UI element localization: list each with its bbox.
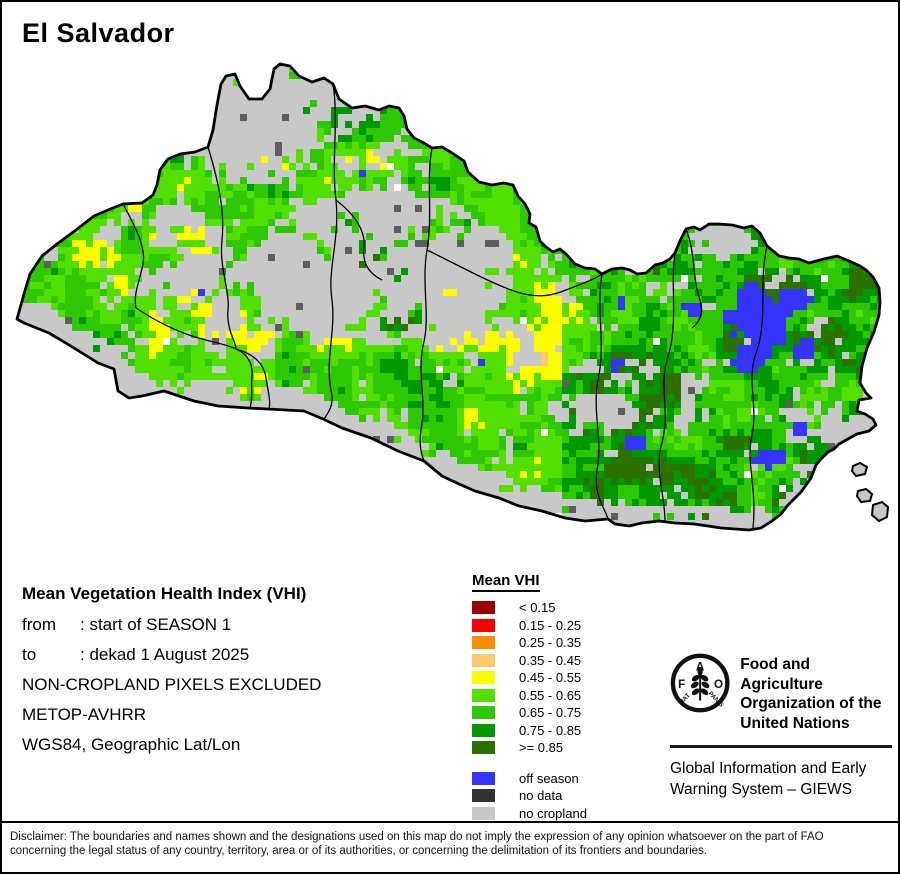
legend-swatch [472, 671, 495, 685]
legend-swatch [472, 601, 495, 615]
disclaimer-text: Disclaimer: The boundaries and names sho… [2, 821, 898, 872]
fao-logo-icon: A F O FIAT PANIS [670, 653, 730, 713]
gulf-islands [850, 461, 890, 523]
fao-divider [670, 745, 892, 748]
legend-swatch [472, 806, 495, 820]
legend-label: 0.45 - 0.55 [519, 670, 582, 686]
legend-swatch [472, 653, 495, 667]
legend-label: 0.65 - 0.75 [519, 705, 582, 721]
info-row-value: : start of SEASON 1 [80, 615, 232, 634]
legend-panel: Mean VHI < 0.15 0.15 - 0.25 0.25 - 0.35 0.3… [472, 572, 587, 822]
svg-text:A: A [696, 660, 705, 673]
legend-row: 0.35 - 0.45 [472, 652, 587, 670]
info-line: NON-CROPLAND PIXELS EXCLUDED [22, 675, 322, 694]
legend-swatch [472, 741, 495, 755]
legend-label: 0.25 - 0.35 [519, 635, 582, 651]
info-row-label: to [22, 645, 37, 664]
legend-swatch [472, 789, 495, 803]
country-outline [15, 62, 882, 532]
disclaimer-line: Disclaimer: The boundaries and names sho… [10, 831, 824, 843]
info-row-value: : dekad 1 August 2025 [80, 645, 250, 664]
legend-label: no data [519, 788, 563, 804]
legend-label: < 0.15 [519, 600, 556, 616]
legend-label: 0.75 - 0.85 [519, 722, 582, 738]
legend-label: 0.35 - 0.45 [519, 652, 582, 668]
page-title: El Salvador [22, 18, 175, 48]
legend-row: 0.15 - 0.25 [472, 617, 587, 635]
legend-swatch [472, 618, 495, 632]
legend-extra-entries: off season no data no cropland [472, 770, 587, 823]
info-line: WGS84, Geographic Lat/Lon [22, 735, 241, 754]
legend-swatch [472, 723, 495, 737]
fao-panel: A F O FIAT PANIS Food and Agriculture [670, 652, 892, 800]
info-panel: Mean Vegetation Health Index (VHI) from … [22, 584, 321, 766]
legend-row: 0.45 - 0.55 [472, 669, 587, 687]
info-row-to: to : dekad 1 August 2025 [22, 646, 321, 664]
legend-row: no data [472, 787, 587, 805]
wheat-ear-icon [690, 666, 710, 701]
info-row-label: from [22, 615, 56, 634]
legend-title: Mean VHI [472, 572, 540, 592]
legend-label: 0.15 - 0.25 [519, 617, 582, 633]
info-line: METOP-AVHRR [22, 705, 147, 724]
legend-row: 0.55 - 0.65 [472, 687, 587, 705]
legend-label: off season [519, 770, 579, 786]
legend-label: >= 0.85 [519, 740, 564, 756]
giews-name: Global Information and Early Warning Sys… [670, 760, 867, 798]
legend-swatch [472, 706, 495, 720]
legend-swatch [472, 688, 495, 702]
legend-label: 0.55 - 0.65 [519, 687, 582, 703]
legend-row: no cropland [472, 805, 587, 823]
legend-row: 0.75 - 0.85 [472, 722, 587, 740]
legend-row: < 0.15 [472, 599, 587, 617]
svg-text:F: F [678, 678, 685, 691]
legend-row: 0.65 - 0.75 [472, 704, 587, 722]
department-boundaries [122, 83, 768, 529]
legend-main-entries: < 0.15 0.15 - 0.25 0.25 - 0.35 0.35 - 0.45 0… [472, 599, 587, 757]
info-row-from: from : start of SEASON 1 [22, 616, 321, 634]
disclaimer-line: concerning the legal status of any count… [10, 845, 707, 857]
vhi-raster-cells [17, 64, 880, 530]
info-title: Mean Vegetation Health Index (VHI) [22, 584, 307, 603]
fao-org-name: Food and Agriculture Organization of the… [740, 656, 882, 732]
legend-row: >= 0.85 [472, 739, 587, 757]
legend-label: no cropland [519, 805, 587, 821]
legend-swatch [472, 636, 495, 650]
legend-row: off season [472, 770, 587, 788]
legend-swatch [472, 771, 495, 785]
vhi-map [15, 62, 890, 532]
legend-row: 0.25 - 0.35 [472, 634, 587, 652]
svg-text:O: O [714, 678, 723, 691]
